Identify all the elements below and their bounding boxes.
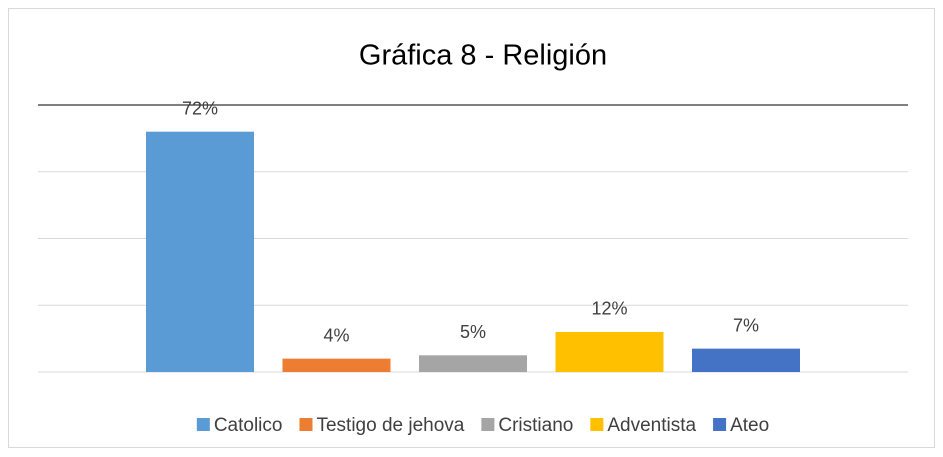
bar (419, 355, 527, 372)
legend-label: Ateo (730, 415, 769, 436)
data-label: 72% (182, 98, 218, 118)
data-label: 7% (733, 315, 759, 335)
legend-label: Adventista (607, 415, 696, 436)
legend-label: Testigo de jehova (316, 415, 464, 436)
chart-title: Gráfica 8 - Religión (359, 40, 607, 72)
data-label: 5% (460, 322, 486, 342)
bar (282, 358, 391, 372)
data-label: 12% (591, 299, 627, 319)
bar (146, 131, 254, 372)
legend-label: Catolico (214, 415, 283, 436)
data-label: 4% (323, 325, 349, 345)
legend-swatch (713, 418, 727, 431)
legend-label: Cristiano (498, 415, 573, 436)
legend-swatch (590, 418, 604, 431)
bar (555, 331, 664, 372)
legend-swatch (481, 418, 495, 431)
bar (692, 348, 800, 372)
legend-swatch (299, 418, 313, 431)
legend-swatch (196, 418, 210, 431)
